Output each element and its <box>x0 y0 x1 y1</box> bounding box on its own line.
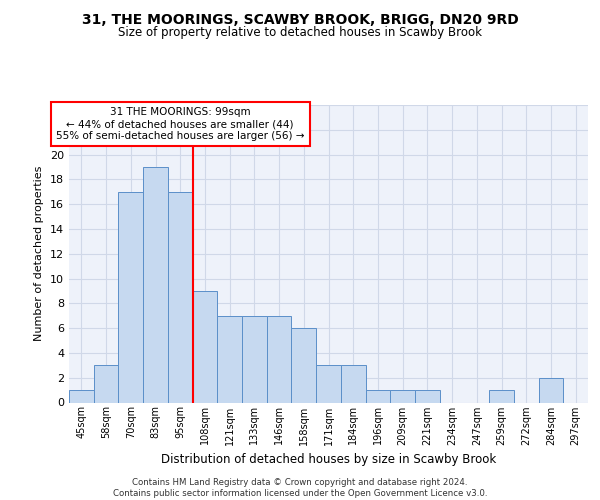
Bar <box>390 390 415 402</box>
Bar <box>267 316 292 402</box>
Bar <box>365 390 390 402</box>
Bar <box>341 366 365 403</box>
Text: 31 THE MOORINGS: 99sqm
← 44% of detached houses are smaller (44)
55% of semi-det: 31 THE MOORINGS: 99sqm ← 44% of detached… <box>56 108 304 140</box>
Bar <box>489 390 514 402</box>
Bar <box>292 328 316 402</box>
Text: 31, THE MOORINGS, SCAWBY BROOK, BRIGG, DN20 9RD: 31, THE MOORINGS, SCAWBY BROOK, BRIGG, D… <box>82 12 518 26</box>
Bar <box>118 192 143 402</box>
Y-axis label: Number of detached properties: Number of detached properties <box>34 166 44 342</box>
Bar <box>143 167 168 402</box>
Text: Size of property relative to detached houses in Scawby Brook: Size of property relative to detached ho… <box>118 26 482 39</box>
Bar <box>94 366 118 403</box>
Bar <box>193 291 217 403</box>
Bar <box>415 390 440 402</box>
Bar <box>217 316 242 402</box>
Text: Contains HM Land Registry data © Crown copyright and database right 2024.
Contai: Contains HM Land Registry data © Crown c… <box>113 478 487 498</box>
Bar <box>316 366 341 403</box>
Bar <box>539 378 563 402</box>
Bar <box>242 316 267 402</box>
Bar <box>168 192 193 402</box>
X-axis label: Distribution of detached houses by size in Scawby Brook: Distribution of detached houses by size … <box>161 453 496 466</box>
Bar <box>69 390 94 402</box>
